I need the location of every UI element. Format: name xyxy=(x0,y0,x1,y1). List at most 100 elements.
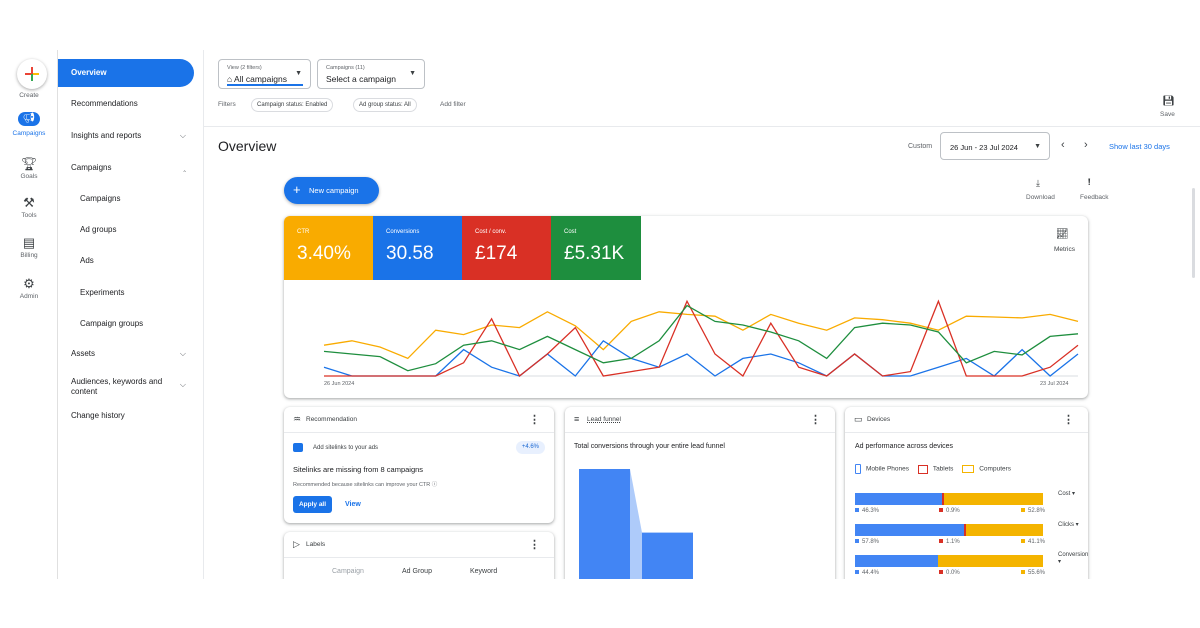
download-icon[interactable]: ⤓ xyxy=(1036,178,1040,188)
nav-insights-label: Insights and reports xyxy=(71,131,142,140)
trophy-icon[interactable]: 🏆︎ xyxy=(20,156,38,171)
device-pct-mobile: 44.4% xyxy=(855,570,879,576)
devices-title: Devices xyxy=(867,416,891,423)
apply-all-button[interactable]: Apply all xyxy=(293,496,332,513)
filter-chip-campaign-status[interactable]: Campaign status: Enabled xyxy=(251,98,334,112)
feedback-icon[interactable]: ❗︎ xyxy=(1088,177,1091,187)
labels-tab-campaign[interactable]: Campaign xyxy=(332,568,364,575)
kebab-menu-icon[interactable]: ⋮ xyxy=(529,539,540,551)
legend-square xyxy=(939,570,943,575)
metric-tile-cost[interactable]: Cost £5.31K xyxy=(551,216,641,280)
device-segment-mobile xyxy=(855,524,964,536)
device-bar-cost[interactable] xyxy=(855,493,1043,505)
help-icon[interactable]: ⓘ xyxy=(431,482,438,488)
device-bar-conversions[interactable] xyxy=(855,555,1043,567)
nav-recommendations[interactable]: Recommendations xyxy=(71,99,138,108)
nav-insights[interactable]: Insights and reports ⌵ xyxy=(58,122,204,150)
campaign-dropdown-caption: Campaigns (11) xyxy=(326,65,365,71)
billing-icon[interactable]: ▤ xyxy=(22,235,36,250)
kebab-menu-icon[interactable]: ⋮ xyxy=(529,414,540,426)
labels-tab-ad-group[interactable]: Ad Group xyxy=(402,568,432,575)
kebab-menu-icon[interactable]: ⋮ xyxy=(1063,414,1074,426)
campaign-dropdown[interactable]: Campaigns (11) Select a campaign ▼ xyxy=(317,59,425,89)
nav-campaigns[interactable]: Campaigns xyxy=(80,194,121,203)
lead-funnel-header: ≡ Lead funnel ⋮ xyxy=(565,407,835,433)
device-pct-computer: 55.6% xyxy=(1021,570,1045,576)
nav-change-history[interactable]: Change history xyxy=(71,411,125,420)
side-nav: Overview Recommendations Insights and re… xyxy=(58,50,204,579)
lead-funnel-title[interactable]: Lead funnel xyxy=(587,416,621,423)
save-icon[interactable]: 💾︎ xyxy=(1162,96,1175,107)
scrollbar[interactable] xyxy=(1192,188,1195,278)
metric-tile-conversions[interactable]: Conversions 30.58 xyxy=(373,216,463,280)
view-dropdown[interactable]: View (2 filters) ⌂ All campaigns ▼ xyxy=(218,59,311,89)
recommendation-title: Recommendation xyxy=(306,416,357,423)
x-axis-end-label: 23 Jul 2024 xyxy=(1040,381,1069,387)
nav-ads[interactable]: Ads xyxy=(80,256,94,265)
recommendation-card: ♒︎ Recommendation ⋮ Add sitelinks to you… xyxy=(284,407,554,523)
device-metric-selector[interactable]: Clicks ▾ xyxy=(1058,522,1079,528)
device-bar-clicks[interactable] xyxy=(855,524,1043,536)
recommendation-item[interactable]: Add sitelinks to your ads xyxy=(313,445,379,451)
google-ads-app: Create 📢︎ Campaigns 🏆︎ Goals ⚒ Tools ▤ B… xyxy=(0,50,1200,579)
plus-icon-vertical xyxy=(31,67,33,81)
filter-icon: ≡ xyxy=(574,414,580,424)
admin-label: Admin xyxy=(19,293,39,300)
device-metric-selector[interactable]: Conversions ▾ xyxy=(1058,552,1088,565)
feedback-label[interactable]: Feedback xyxy=(1080,194,1109,201)
metric-tile-ctr[interactable]: CTR 3.40% xyxy=(284,216,374,280)
gear-icon[interactable]: ⚙ xyxy=(23,276,35,291)
recommendation-reason-text: Recommended because sitelinks can improv… xyxy=(293,482,431,488)
device-pct-tablet: 0.0% xyxy=(939,570,960,576)
filter-chip-ad-group-status[interactable]: Ad group status: All xyxy=(353,98,417,112)
nav-campaign-groups[interactable]: Campaign groups xyxy=(80,319,144,328)
campaigns-rail-button[interactable] xyxy=(18,112,40,126)
metrics-icon[interactable]: 📈︎ xyxy=(1056,229,1069,240)
series-line-ctr xyxy=(323,311,1079,360)
create-button[interactable] xyxy=(17,59,47,89)
custom-label: Custom xyxy=(908,143,933,150)
device-segment-mobile xyxy=(855,493,943,505)
funnel-bar-1[interactable] xyxy=(579,469,630,579)
conversions-label: Conversions xyxy=(386,229,420,235)
nav-audiences-label-2: content xyxy=(71,387,98,396)
nav-assets[interactable]: Assets ⌵ xyxy=(58,340,204,368)
show-last-30-days-link[interactable]: Show last 30 days xyxy=(1109,142,1170,151)
date-range-value: 26 Jun - 23 Jul 2024 xyxy=(950,143,1018,152)
metric-tile-cost-conv[interactable]: Cost / conv. £174 xyxy=(462,216,552,280)
chevron-right-icon[interactable]: › xyxy=(1084,139,1088,151)
nav-overview[interactable]: Overview xyxy=(58,59,194,87)
tools-icon[interactable]: ⚒ xyxy=(23,195,35,210)
divider xyxy=(204,126,1200,127)
page-title: Overview xyxy=(218,138,277,154)
legend-square xyxy=(855,508,859,513)
sitelink-icon xyxy=(293,443,303,452)
chevron-left-icon[interactable]: ‹ xyxy=(1061,139,1065,151)
labels-tab-keyword[interactable]: Keyword xyxy=(470,568,498,575)
nav-ad-groups[interactable]: Ad groups xyxy=(80,225,117,234)
add-filter-link[interactable]: Add filter xyxy=(440,101,466,108)
view-dropdown-text: All campaigns xyxy=(234,74,287,84)
nav-campaigns-group[interactable]: Campaigns ‸ xyxy=(58,154,204,182)
nav-audiences[interactable]: Audiences, keywords and content ⌵ xyxy=(58,372,204,402)
download-label[interactable]: Download xyxy=(1026,194,1055,201)
save-label[interactable]: Save xyxy=(1160,111,1175,118)
funnel-dropoff xyxy=(630,469,642,579)
funnel-bar-2[interactable] xyxy=(642,532,693,579)
ctr-value: 3.40% xyxy=(297,243,351,264)
nav-experiments[interactable]: Experiments xyxy=(80,288,125,297)
view-button[interactable]: View xyxy=(345,501,361,508)
tools-label: Tools xyxy=(21,212,37,219)
device-pct-computer: 41.1% xyxy=(1021,539,1045,545)
filters-label: Filters xyxy=(218,101,236,108)
chevron-down-icon: ⌵ xyxy=(179,380,186,389)
plus-icon: + xyxy=(293,182,301,197)
series-line-cost xyxy=(323,304,1079,372)
date-range-picker[interactable]: 26 Jun - 23 Jul 2024 ▼ xyxy=(940,132,1050,160)
devices-subtitle: Ad performance across devices xyxy=(855,443,954,450)
device-pct-mobile: 46.3% xyxy=(855,508,879,514)
device-metric-selector[interactable]: Cost ▾ xyxy=(1058,491,1076,497)
metrics-label[interactable]: Metrics xyxy=(1054,246,1075,253)
kebab-menu-icon[interactable]: ⋮ xyxy=(810,414,821,426)
new-campaign-button[interactable]: + New campaign xyxy=(284,177,379,204)
